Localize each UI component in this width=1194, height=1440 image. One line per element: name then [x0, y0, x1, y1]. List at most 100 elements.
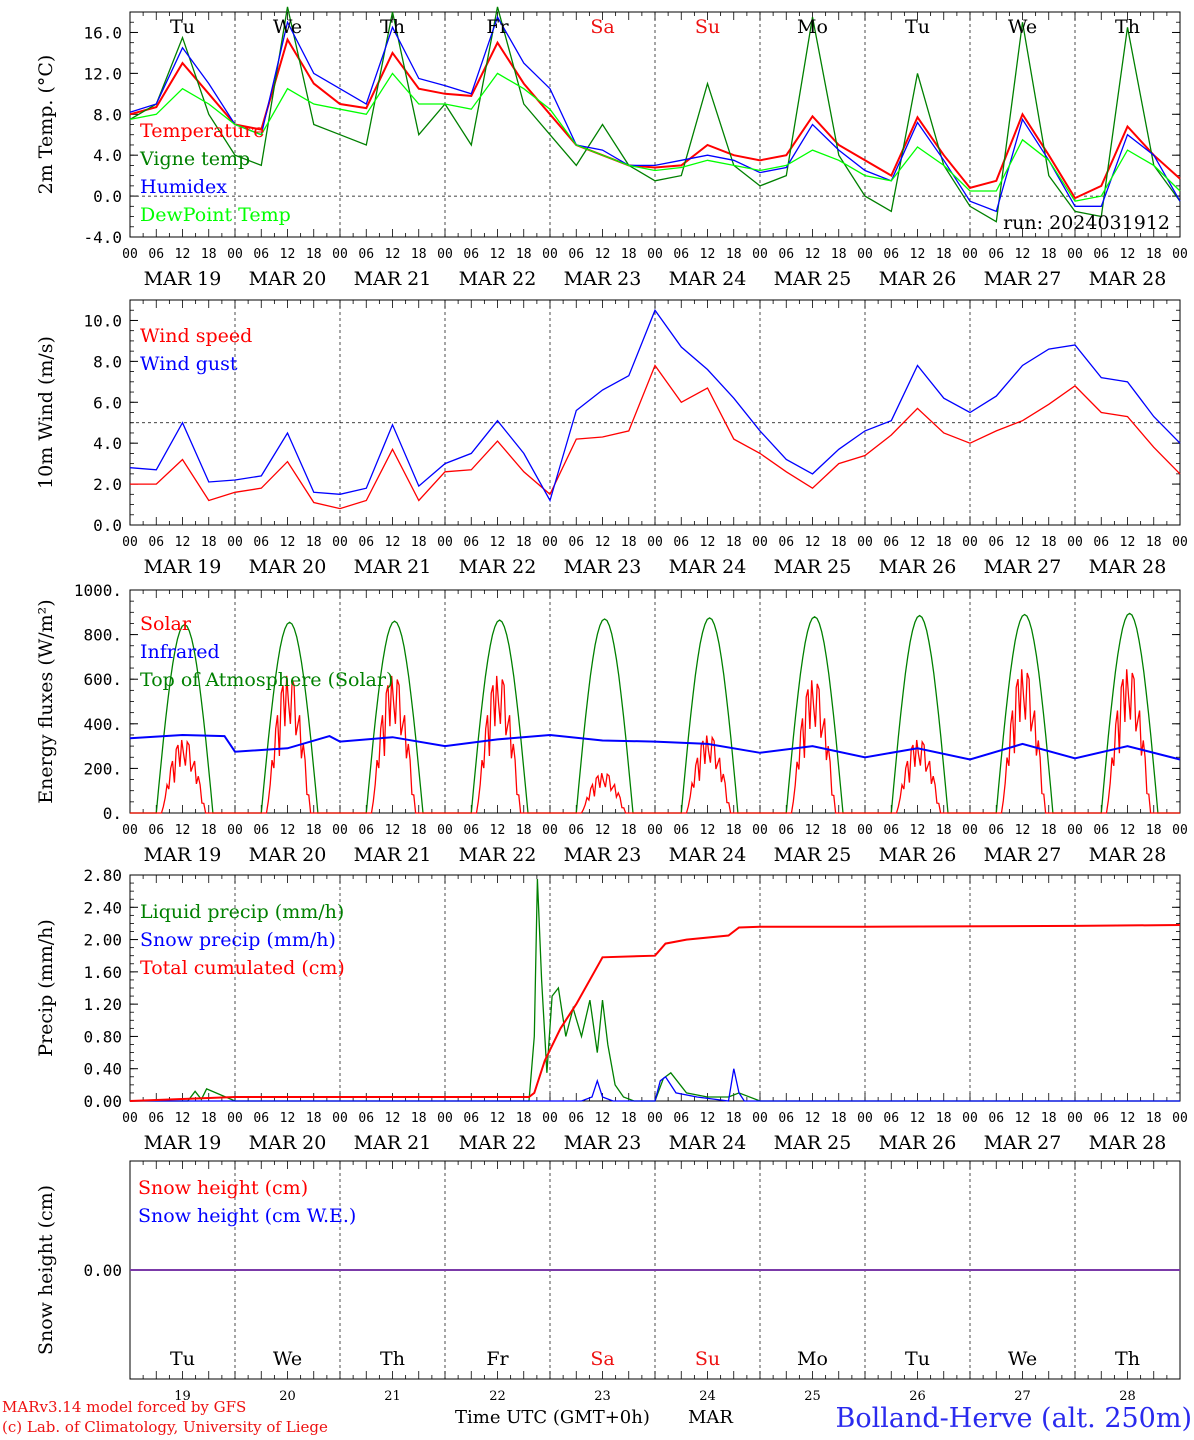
y-tick-label: 4.0 [93, 146, 122, 165]
x-hour-label: 00 [857, 823, 873, 838]
series-line-humidex [129, 15, 1181, 213]
weekday-label: Th [1115, 16, 1140, 38]
footer-model: MARv3.14 model forced by GFS [2, 1398, 246, 1416]
x-hour-label: 00 [1172, 535, 1188, 550]
series-line-wind-speed [130, 364, 1181, 510]
x-hour-label: 00 [332, 823, 348, 838]
x-hour-label: 12 [280, 247, 296, 262]
x-hour-label: 12 [385, 1111, 401, 1126]
legend-label: Snow precip (mm/h) [140, 929, 336, 951]
x-hour-label: 06 [253, 247, 269, 262]
weekday-label: Th [1115, 1348, 1140, 1370]
x-hour-label: 12 [490, 1111, 506, 1126]
y-tick-label: 2.0 [93, 475, 122, 494]
weekday-label: Tu [905, 1348, 930, 1370]
x-hour-label: 18 [1041, 535, 1057, 550]
x-day-label: MAR 28 [1089, 844, 1167, 866]
x-hour-label: 12 [910, 535, 926, 550]
weekday-label: Mo [797, 16, 828, 38]
x-hour-label: 06 [148, 247, 164, 262]
weekday-label: Su [695, 1348, 720, 1370]
x-hour-label: 00 [437, 823, 453, 838]
x-hour-label: 18 [726, 535, 742, 550]
x-hour-label: 06 [988, 1111, 1004, 1126]
legend-label: Infrared [140, 641, 220, 663]
x-hour-label: 18 [621, 823, 637, 838]
panel-2 [129, 299, 1181, 526]
x-hour-label: 18 [936, 535, 952, 550]
x-day-label: MAR 24 [669, 556, 747, 578]
x-hour-label: 12 [280, 535, 296, 550]
weekday-label: Mo [797, 1348, 828, 1370]
y-axis-label: 2m Temp. (°C) [35, 55, 57, 195]
series-line-dewpoint-temp [129, 72, 1181, 202]
x-hour-label: 18 [306, 1111, 322, 1126]
x-hour-label: 18 [726, 1111, 742, 1126]
x-hour-label: 12 [175, 247, 191, 262]
station-label: Bolland-Herve (alt. 250m) [836, 1403, 1192, 1434]
x-hour-label: 06 [568, 1111, 584, 1126]
y-tick-label: 0.00 [83, 1261, 122, 1280]
y-tick-label: 0.80 [83, 1027, 122, 1046]
x-hour-label: 18 [516, 535, 532, 550]
legend-label: Snow height (cm) [138, 1177, 308, 1199]
x-hour-label: 12 [175, 823, 191, 838]
x-hour-label: 00 [647, 535, 663, 550]
day-number-label: 20 [279, 1389, 296, 1404]
x-hour-label: 06 [673, 1111, 689, 1126]
weekday-label: We [1008, 1348, 1037, 1370]
x-hour-label: 00 [542, 247, 558, 262]
x-hour-label: 00 [122, 247, 138, 262]
y-tick-label: 1.20 [83, 995, 122, 1014]
x-hour-label: 18 [726, 247, 742, 262]
x-hour-label: 00 [1067, 247, 1083, 262]
x-hour-label: 00 [962, 247, 978, 262]
x-hour-label: 12 [805, 823, 821, 838]
x-hour-label: 18 [306, 535, 322, 550]
y-tick-label: 2.40 [83, 898, 122, 917]
y-tick-label: 4.0 [93, 434, 122, 453]
x-day-label: MAR 23 [564, 844, 642, 866]
series-line-infrared [129, 733, 1181, 761]
x-hour-label: 00 [1172, 823, 1188, 838]
x-hour-label: 18 [1146, 535, 1162, 550]
x-hour-label: 12 [1120, 823, 1136, 838]
x-day-label: MAR 25 [774, 1132, 852, 1154]
x-day-label: MAR 23 [564, 1132, 642, 1154]
x-day-label: MAR 24 [669, 844, 747, 866]
weekday-label: Sa [590, 1348, 614, 1370]
x-hour-label: 12 [490, 535, 506, 550]
x-hour-label: 00 [1172, 247, 1188, 262]
x-hour-label: 18 [1146, 823, 1162, 838]
panel-5 [129, 1160, 1181, 1380]
day-number-label: 21 [384, 1389, 401, 1404]
x-axis-label: Time UTC (GMT+0h) [455, 1407, 650, 1428]
x-hour-label: 18 [1041, 247, 1057, 262]
day-number-label: 24 [699, 1389, 716, 1404]
x-hour-label: 00 [122, 1111, 138, 1126]
x-hour-label: 12 [175, 535, 191, 550]
weekday-label: Th [380, 1348, 405, 1370]
x-hour-label: 12 [175, 1111, 191, 1126]
weekday-label: We [273, 16, 302, 38]
x-hour-label: 00 [332, 1111, 348, 1126]
legend-label: Vigne temp [139, 148, 250, 170]
x-day-label: MAR 22 [459, 1132, 537, 1154]
x-day-label: MAR 19 [144, 556, 222, 578]
x-hour-label: 06 [358, 247, 374, 262]
day-number-label: 27 [1014, 1389, 1031, 1404]
legend-label: Top of Atmosphere (Solar) [140, 669, 393, 691]
x-hour-label: 12 [490, 823, 506, 838]
x-hour-label: 06 [673, 535, 689, 550]
x-hour-label: 12 [1015, 247, 1031, 262]
x-hour-label: 00 [542, 823, 558, 838]
x-hour-label: 12 [280, 1111, 296, 1126]
weekday-label: Su [695, 16, 720, 38]
x-hour-label: 06 [568, 535, 584, 550]
x-hour-label: 12 [595, 247, 611, 262]
x-hour-label: 00 [122, 823, 138, 838]
x-hour-label: 12 [910, 823, 926, 838]
series-line-snow-precip-mm-h [130, 1068, 1180, 1102]
legend-label: Total cumulated (cm) [140, 957, 345, 979]
